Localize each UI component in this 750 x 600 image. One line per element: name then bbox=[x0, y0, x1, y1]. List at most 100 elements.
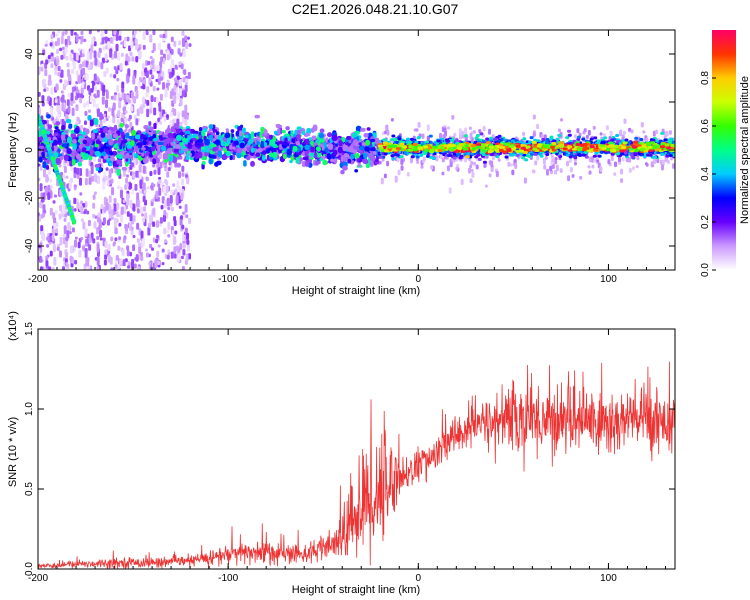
spectrogram-cell bbox=[158, 176, 162, 180]
spectrogram-cell bbox=[370, 138, 376, 142]
spectrogram-cell bbox=[450, 139, 455, 143]
spectrogram-cell bbox=[126, 174, 130, 178]
spectrogram-cell bbox=[66, 62, 70, 68]
spectrogram-cell bbox=[137, 266, 141, 270]
spectrogram-cell bbox=[93, 50, 97, 59]
spectrogram-cell bbox=[88, 64, 92, 69]
spectrogram-cell bbox=[107, 244, 111, 252]
spectrogram-cell bbox=[449, 158, 453, 163]
spectrogram-cell bbox=[91, 175, 95, 182]
spectrogram-cell bbox=[51, 234, 55, 242]
spectrogram-cell bbox=[52, 120, 56, 124]
spectrogram-cell bbox=[110, 267, 114, 270]
spectrogram-cell bbox=[42, 161, 47, 169]
spectrogram-cell bbox=[567, 175, 571, 182]
spectrogram-cell bbox=[88, 125, 92, 130]
spectrogram-cell bbox=[67, 35, 71, 42]
spectrogram-cell bbox=[194, 142, 201, 148]
spectrogram-cell bbox=[208, 124, 214, 130]
spectrogram-cell bbox=[40, 63, 44, 68]
spectrogram-cell bbox=[52, 200, 56, 204]
spectrogram-cell bbox=[134, 183, 138, 191]
spectrogram-cell bbox=[149, 136, 153, 142]
spectrogram-cell bbox=[332, 149, 338, 156]
spectrogram-cell bbox=[82, 147, 87, 152]
spectrogram-cell bbox=[113, 66, 117, 70]
spectrogram-cell bbox=[67, 136, 72, 144]
spectrogram-cell bbox=[42, 192, 46, 201]
spectrogram-cell bbox=[61, 118, 65, 127]
spectrogram-cell bbox=[171, 229, 175, 238]
spectrogram-cell bbox=[43, 209, 47, 214]
spectrogram-cell bbox=[82, 139, 88, 145]
spectrogram-cell bbox=[204, 138, 210, 146]
spectrogram-cell bbox=[311, 135, 317, 141]
spectrogram-cell bbox=[101, 151, 107, 157]
spectrogram-cell bbox=[589, 137, 594, 141]
spectrogram-cell bbox=[181, 165, 185, 172]
spectrogram-cell bbox=[653, 155, 658, 159]
spectrogram-cell bbox=[540, 134, 544, 139]
spectrogram-cell bbox=[286, 148, 293, 156]
spectrogram-cell bbox=[435, 155, 439, 162]
spectrogram-cell bbox=[113, 74, 117, 79]
spectrogram-cells bbox=[38, 30, 675, 270]
spectrogram-cell bbox=[315, 146, 321, 152]
spectrogram-cell bbox=[281, 129, 286, 134]
spectrogram-cell bbox=[112, 102, 116, 111]
spectrogram-cell bbox=[511, 169, 515, 176]
spectrogram-cell bbox=[126, 36, 130, 42]
spectrogram-cell bbox=[173, 246, 177, 255]
spectrogram-cell bbox=[158, 42, 162, 51]
spectrogram-cell bbox=[108, 169, 112, 178]
spectrogram-cell bbox=[169, 90, 173, 100]
spectrogram-cell bbox=[51, 266, 55, 270]
spectrogram-cell bbox=[156, 87, 160, 91]
spectrogram-cell bbox=[364, 145, 370, 153]
spectrogram-cell bbox=[46, 236, 50, 241]
spectrogram-cell bbox=[104, 254, 108, 260]
spectrogram-cell bbox=[183, 49, 187, 58]
spectrogram-cell bbox=[105, 201, 109, 211]
spectrogram-cell bbox=[145, 248, 149, 252]
spectrogram-cell bbox=[83, 210, 87, 215]
spectrogram-cell bbox=[369, 154, 376, 162]
spectrogram-cell bbox=[331, 134, 338, 142]
spectrogram-cell bbox=[61, 124, 65, 131]
spectrogram-cell bbox=[173, 122, 180, 129]
spectrogram-cell bbox=[113, 203, 117, 213]
spectrogram-cell bbox=[527, 154, 532, 158]
spectrogram-cell bbox=[390, 138, 395, 142]
spectrogram-cell bbox=[93, 93, 97, 98]
spectrogram-cell bbox=[54, 210, 58, 215]
spectrogram-cell bbox=[194, 152, 199, 160]
spectrogram-cell bbox=[212, 129, 218, 133]
spectrogram-cell bbox=[70, 133, 77, 138]
spectrogram-cell bbox=[149, 55, 153, 60]
spectrogram-cell bbox=[185, 253, 189, 262]
spectrogram-cell bbox=[304, 144, 310, 151]
spectrogram-cell bbox=[109, 48, 113, 53]
spectrogram-cell bbox=[282, 142, 288, 146]
spectrogram-cell bbox=[93, 118, 99, 126]
spectrogram-cell bbox=[73, 127, 80, 134]
spectrogram-cell bbox=[38, 177, 41, 182]
spectrogram-cell bbox=[103, 259, 107, 266]
spectrogram-cell bbox=[64, 239, 68, 248]
spectrogram-cell bbox=[397, 169, 401, 176]
spectrogram-cell bbox=[319, 128, 325, 133]
spectrogram-cell bbox=[57, 137, 61, 144]
spectrogram-cell bbox=[169, 194, 173, 204]
spectrogram-cell bbox=[91, 132, 95, 140]
spectrogram-cell bbox=[94, 57, 98, 66]
spectrogram-cell bbox=[451, 115, 455, 120]
spectrogram-cell bbox=[184, 110, 188, 120]
spectrogram-cell bbox=[127, 56, 131, 63]
spectrogram-cell bbox=[145, 30, 149, 36]
spectrogram-cell bbox=[126, 144, 133, 149]
spectrogram-cell bbox=[291, 138, 296, 144]
spectrogram-cell bbox=[610, 154, 614, 161]
spectrogram-cell bbox=[354, 169, 359, 173]
spectrogram-cell bbox=[186, 232, 190, 241]
spectrogram-cell bbox=[160, 76, 164, 81]
